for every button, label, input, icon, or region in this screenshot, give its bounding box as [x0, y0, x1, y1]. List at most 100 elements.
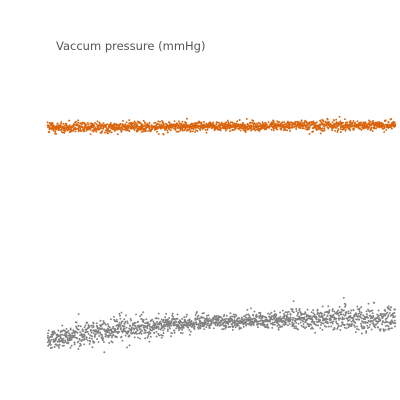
data-point: [87, 332, 90, 335]
data-point: [196, 311, 198, 313]
data-point: [196, 130, 199, 132]
data-point: [156, 321, 159, 323]
data-point: [256, 315, 259, 318]
data-point: [177, 120, 180, 123]
data-point: [258, 316, 261, 319]
data-point: [103, 351, 106, 354]
data-point: [276, 125, 279, 128]
data-point: [51, 122, 54, 125]
data-point: [99, 319, 102, 322]
data-point: [178, 322, 181, 325]
data-point: [133, 128, 136, 131]
data-point: [260, 124, 263, 126]
data-point: [190, 320, 193, 323]
data-point: [291, 308, 294, 311]
data-point: [381, 317, 384, 320]
data-point: [212, 327, 215, 330]
data-point: [268, 125, 271, 128]
data-point: [72, 128, 75, 131]
data-point: [161, 334, 164, 337]
data-point: [308, 123, 311, 126]
data-point: [214, 127, 217, 130]
data-point: [250, 129, 253, 132]
data-point: [215, 123, 218, 126]
data-point: [234, 324, 237, 327]
data-point: [360, 313, 362, 316]
data-point: [243, 129, 246, 132]
data-point: [245, 323, 248, 326]
data-point: [261, 323, 264, 326]
data-point: [80, 130, 83, 133]
data-point: [165, 312, 168, 315]
data-point: [157, 120, 160, 123]
data-point: [331, 121, 334, 124]
data-point: [195, 321, 197, 324]
data-point: [385, 320, 388, 323]
data-point: [259, 315, 262, 318]
data-point: [213, 124, 216, 127]
data-point: [383, 308, 386, 311]
data-point: [173, 329, 176, 332]
data-point: [343, 118, 346, 121]
data-point: [107, 132, 110, 135]
data-point: [371, 312, 374, 315]
data-point: [135, 123, 138, 125]
data-point: [231, 320, 234, 323]
data-point: [185, 121, 188, 124]
data-point: [69, 335, 72, 338]
data-point: [390, 127, 393, 130]
data-point: [341, 321, 344, 324]
data-point: [319, 126, 322, 129]
data-point: [381, 320, 384, 323]
data-point: [312, 309, 315, 312]
data-point: [208, 327, 211, 330]
data-point: [129, 325, 132, 328]
data-point: [200, 321, 203, 324]
data-point: [305, 319, 308, 322]
data-point: [312, 130, 315, 133]
data-point: [138, 326, 141, 329]
data-point: [178, 122, 181, 125]
data-point: [233, 316, 236, 319]
data-point: [331, 308, 334, 311]
data-point: [339, 131, 342, 133]
data-point: [387, 120, 390, 123]
data-point: [349, 312, 352, 315]
data-point: [310, 311, 313, 314]
data-point: [95, 123, 98, 126]
data-point: [51, 346, 53, 349]
data-point: [344, 312, 347, 315]
data-point: [356, 305, 359, 308]
data-point: [66, 334, 68, 337]
data-point: [277, 321, 280, 323]
data-point: [243, 318, 246, 321]
data-point: [169, 327, 171, 330]
data-point: [95, 130, 98, 133]
data-point: [54, 337, 57, 340]
data-point: [166, 131, 169, 134]
data-point: [327, 121, 330, 124]
data-point: [83, 130, 86, 133]
data-point: [75, 128, 78, 131]
data-point: [205, 131, 208, 134]
data-point: [347, 319, 350, 322]
data-point: [368, 326, 371, 329]
data-point: [79, 331, 82, 334]
data-point: [115, 318, 118, 321]
data-point: [121, 119, 124, 122]
data-point: [293, 327, 296, 330]
data-point: [231, 318, 234, 321]
data-point: [46, 121, 49, 124]
data-point: [63, 131, 66, 134]
data-point: [353, 315, 356, 318]
data-point: [335, 320, 338, 323]
data-point: [336, 326, 339, 328]
data-point: [383, 330, 385, 333]
data-point: [382, 328, 385, 331]
data-point: [359, 316, 362, 319]
data-point: [116, 328, 119, 331]
data-point: [202, 125, 205, 128]
data-point: [276, 120, 279, 123]
data-point: [149, 332, 152, 335]
data-point: [52, 333, 55, 336]
